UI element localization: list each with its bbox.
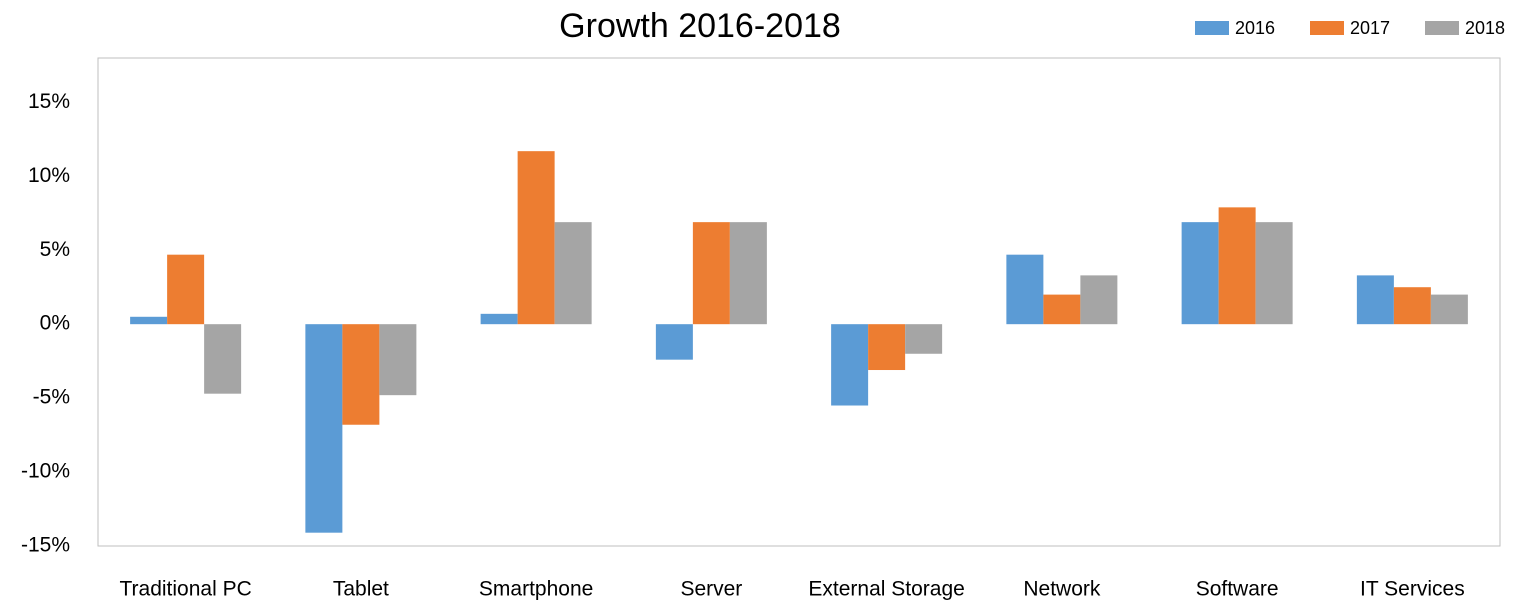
y-tick-label: -5% bbox=[33, 386, 70, 409]
bar bbox=[905, 324, 943, 354]
bar bbox=[655, 324, 693, 360]
bar bbox=[868, 324, 906, 371]
x-tick-label: External Storage bbox=[808, 578, 964, 601]
bar bbox=[480, 313, 518, 325]
y-tick-label: 10% bbox=[28, 164, 70, 187]
bar bbox=[130, 316, 168, 325]
bar bbox=[1430, 294, 1468, 325]
x-tick-label: Tablet bbox=[333, 578, 389, 601]
x-tick-label: Server bbox=[680, 578, 742, 601]
y-tick-label: 0% bbox=[40, 312, 70, 335]
legend-label: 2017 bbox=[1350, 18, 1390, 38]
legend-label: 2018 bbox=[1465, 18, 1505, 38]
bar bbox=[167, 254, 205, 325]
x-tick-label: Traditional PC bbox=[119, 578, 251, 601]
bar bbox=[342, 324, 380, 425]
x-tick-label: Network bbox=[1023, 578, 1101, 601]
y-tick-label: 5% bbox=[40, 238, 70, 261]
bar bbox=[831, 324, 869, 406]
y-tick-label: -15% bbox=[21, 534, 70, 557]
bar bbox=[729, 222, 767, 325]
bar bbox=[204, 324, 242, 394]
bar bbox=[1181, 222, 1219, 325]
bar bbox=[1356, 275, 1394, 325]
x-tick-label: Smartphone bbox=[479, 578, 593, 601]
bar bbox=[554, 222, 592, 325]
bar bbox=[379, 324, 417, 396]
legend-label: 2016 bbox=[1235, 18, 1275, 38]
bar bbox=[1255, 222, 1293, 325]
bar bbox=[1393, 287, 1431, 325]
legend-swatch bbox=[1310, 21, 1344, 35]
bar bbox=[517, 151, 555, 325]
bar bbox=[1080, 275, 1118, 325]
legend-swatch bbox=[1195, 21, 1229, 35]
plot-border bbox=[97, 57, 1501, 547]
y-tick-label: 15% bbox=[28, 90, 70, 113]
y-tick-label: -10% bbox=[21, 460, 70, 483]
x-tick-label: Software bbox=[1196, 578, 1279, 601]
chart-title: Growth 2016-2018 bbox=[559, 7, 841, 45]
bar bbox=[1043, 294, 1081, 325]
legend-swatch bbox=[1425, 21, 1459, 35]
bar bbox=[692, 222, 730, 325]
bar bbox=[1218, 207, 1256, 325]
x-tick-label: IT Services bbox=[1360, 578, 1465, 601]
bar bbox=[305, 324, 343, 533]
bar bbox=[1006, 254, 1044, 325]
